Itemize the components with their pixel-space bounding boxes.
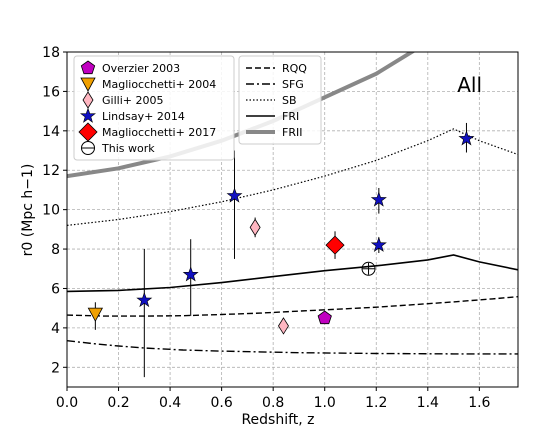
point-lindsay-2014: [182, 266, 199, 282]
legend-label: SFG: [282, 78, 304, 91]
point-lindsay-2014: [370, 236, 387, 252]
plot-frame: [66, 51, 519, 388]
point-gilli-2005: [278, 317, 289, 335]
y-axis-title: r0 (Mpc h−1): [20, 164, 36, 257]
legend-box-curves: [238, 55, 322, 145]
x-tick-label: 1.2: [365, 395, 387, 411]
legend-label: This work: [101, 142, 155, 155]
data-points: [87, 122, 475, 378]
y-tick-label: 18: [42, 45, 60, 61]
y-tick-label: 16: [42, 84, 60, 100]
legend-label: SB: [282, 94, 297, 107]
point-lindsay-2014: [370, 191, 387, 207]
y-tick-label: 6: [51, 281, 60, 297]
point-overzier-2003: [317, 310, 332, 325]
legend-marker: [80, 60, 96, 75]
axis-ticks: 0.0 0.2 0.4 0.6 0.8 1.0 1.2 1.4 1.6 2 4 6 8 10 12 14 16 1…: [42, 45, 490, 411]
curve-sb: [67, 128, 518, 226]
x-tick-label: 0.0: [56, 395, 78, 411]
y-tick-label: 10: [42, 203, 60, 219]
curve-sfg: [67, 340, 518, 355]
y-tick-label: 2: [51, 360, 60, 376]
legend-label: RQQ: [282, 62, 307, 75]
panel-label: All: [457, 73, 482, 97]
legend: Overzier 2003 Magliocchetti+ 2004 Gilli+ 2…: [73, 55, 322, 161]
legend-label: Magliocchetti+ 2017: [102, 126, 216, 139]
legend-label: Lindsay+ 2014: [102, 110, 185, 123]
x-axis-title: Redshift, z: [241, 412, 314, 428]
legend-marker: [80, 107, 96, 123]
y-tick-label: 4: [51, 321, 60, 337]
legend-label: Gilli+ 2005: [102, 94, 163, 107]
x-tick-label: 1.4: [417, 395, 439, 411]
x-tick-label: 0.6: [210, 395, 232, 411]
y-tick-label: 8: [51, 242, 60, 258]
curve-fri: [67, 254, 518, 293]
point-gilli-2005: [249, 218, 261, 237]
x-tick-label: 0.4: [159, 395, 181, 411]
legend-label: FRII: [282, 126, 302, 139]
point-lindsay-2014: [136, 291, 153, 308]
point-lindsay-2014: [458, 130, 475, 146]
legend-label: Magliocchetti+ 2004: [102, 78, 216, 91]
point-magliocchetti-2017: [325, 235, 345, 255]
legend-label: Overzier 2003: [102, 62, 180, 75]
legend-box-points: [73, 55, 235, 161]
point-lindsay-2014: [226, 187, 243, 203]
legend-label: FRI: [282, 110, 299, 123]
x-tick-label: 1.6: [468, 395, 490, 411]
x-tick-label: 1.0: [314, 395, 336, 411]
y-tick-label: 12: [42, 163, 60, 179]
point-magliocchetti-2004: [87, 307, 104, 322]
x-tick-label: 0.8: [262, 395, 284, 411]
legend-marker: [80, 77, 96, 92]
y-tick-label: 14: [42, 124, 60, 140]
x-tick-label: 0.2: [107, 395, 129, 411]
